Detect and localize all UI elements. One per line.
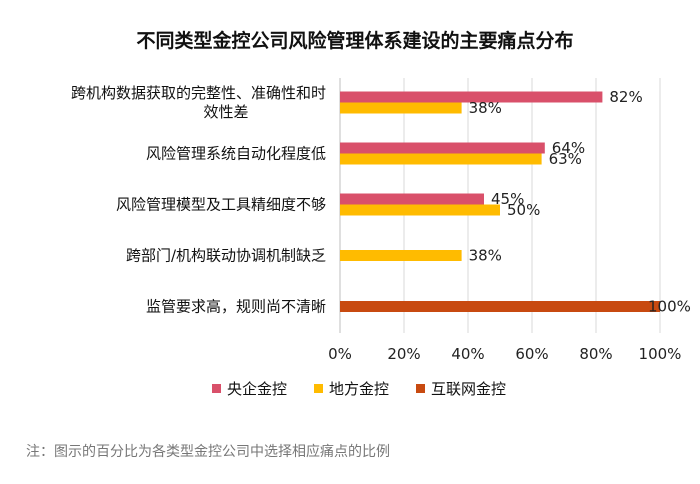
x-tick-label: 80%	[579, 345, 612, 363]
data-label: 38%	[469, 247, 502, 265]
bars	[340, 91, 660, 312]
category-label: 效性差	[203, 103, 248, 121]
data-label: 100%	[648, 298, 691, 316]
data-label: 50%	[507, 201, 540, 219]
x-tick-label: 60%	[515, 345, 548, 363]
chart-title: 不同类型金控公司风险管理体系建设的主要痛点分布	[136, 29, 573, 52]
legend-swatch	[416, 384, 425, 393]
data-label: 64%	[552, 139, 585, 157]
x-tick-labels: 0% 20% 40% 60% 80% 100%	[328, 345, 681, 363]
category-label: 风险管理系统自动化程度低	[146, 145, 326, 163]
footnote: 注：图示的百分比为各类型金控公司中选择相应痛点的比例	[26, 443, 390, 460]
bar	[340, 91, 603, 103]
bar	[340, 102, 462, 114]
category-label: 跨部门/机构联动协调机制缺乏	[126, 247, 326, 265]
data-label: 63%	[549, 150, 582, 168]
bar	[340, 153, 542, 165]
legend-swatch	[314, 384, 323, 393]
legend: 央企金控 地方金控 互联网金控	[212, 380, 506, 398]
category-label: 风险管理模型及工具精细度不够	[116, 196, 326, 214]
category-label: 跨机构数据获取的完整性、准确性和时	[71, 84, 326, 102]
bar	[340, 204, 500, 216]
x-tick-label: 100%	[639, 345, 682, 363]
category-label: 监管要求高，规则尚不清晰	[146, 298, 326, 316]
x-tick-label: 20%	[387, 345, 420, 363]
category-labels: 跨机构数据获取的完整性、准确性和时效性差风险管理系统自动化程度低风险管理模型及工…	[71, 84, 326, 316]
legend-label: 互联网金控	[431, 380, 506, 398]
data-labels: 82% 38% 64%63% 45%50% 38% 100%	[469, 88, 691, 316]
x-tick-label: 40%	[451, 345, 484, 363]
legend-label: 地方金控	[329, 380, 389, 398]
data-label: 45%	[491, 190, 524, 208]
bar	[340, 142, 545, 154]
legend-label: 央企金控	[227, 380, 287, 398]
data-label: 82%	[609, 88, 642, 106]
x-tick-label: 0%	[328, 345, 352, 363]
data-label: 38%	[469, 99, 502, 117]
bar	[340, 193, 484, 205]
bar	[340, 250, 462, 261]
legend-swatch	[212, 384, 221, 393]
bar	[340, 301, 660, 312]
